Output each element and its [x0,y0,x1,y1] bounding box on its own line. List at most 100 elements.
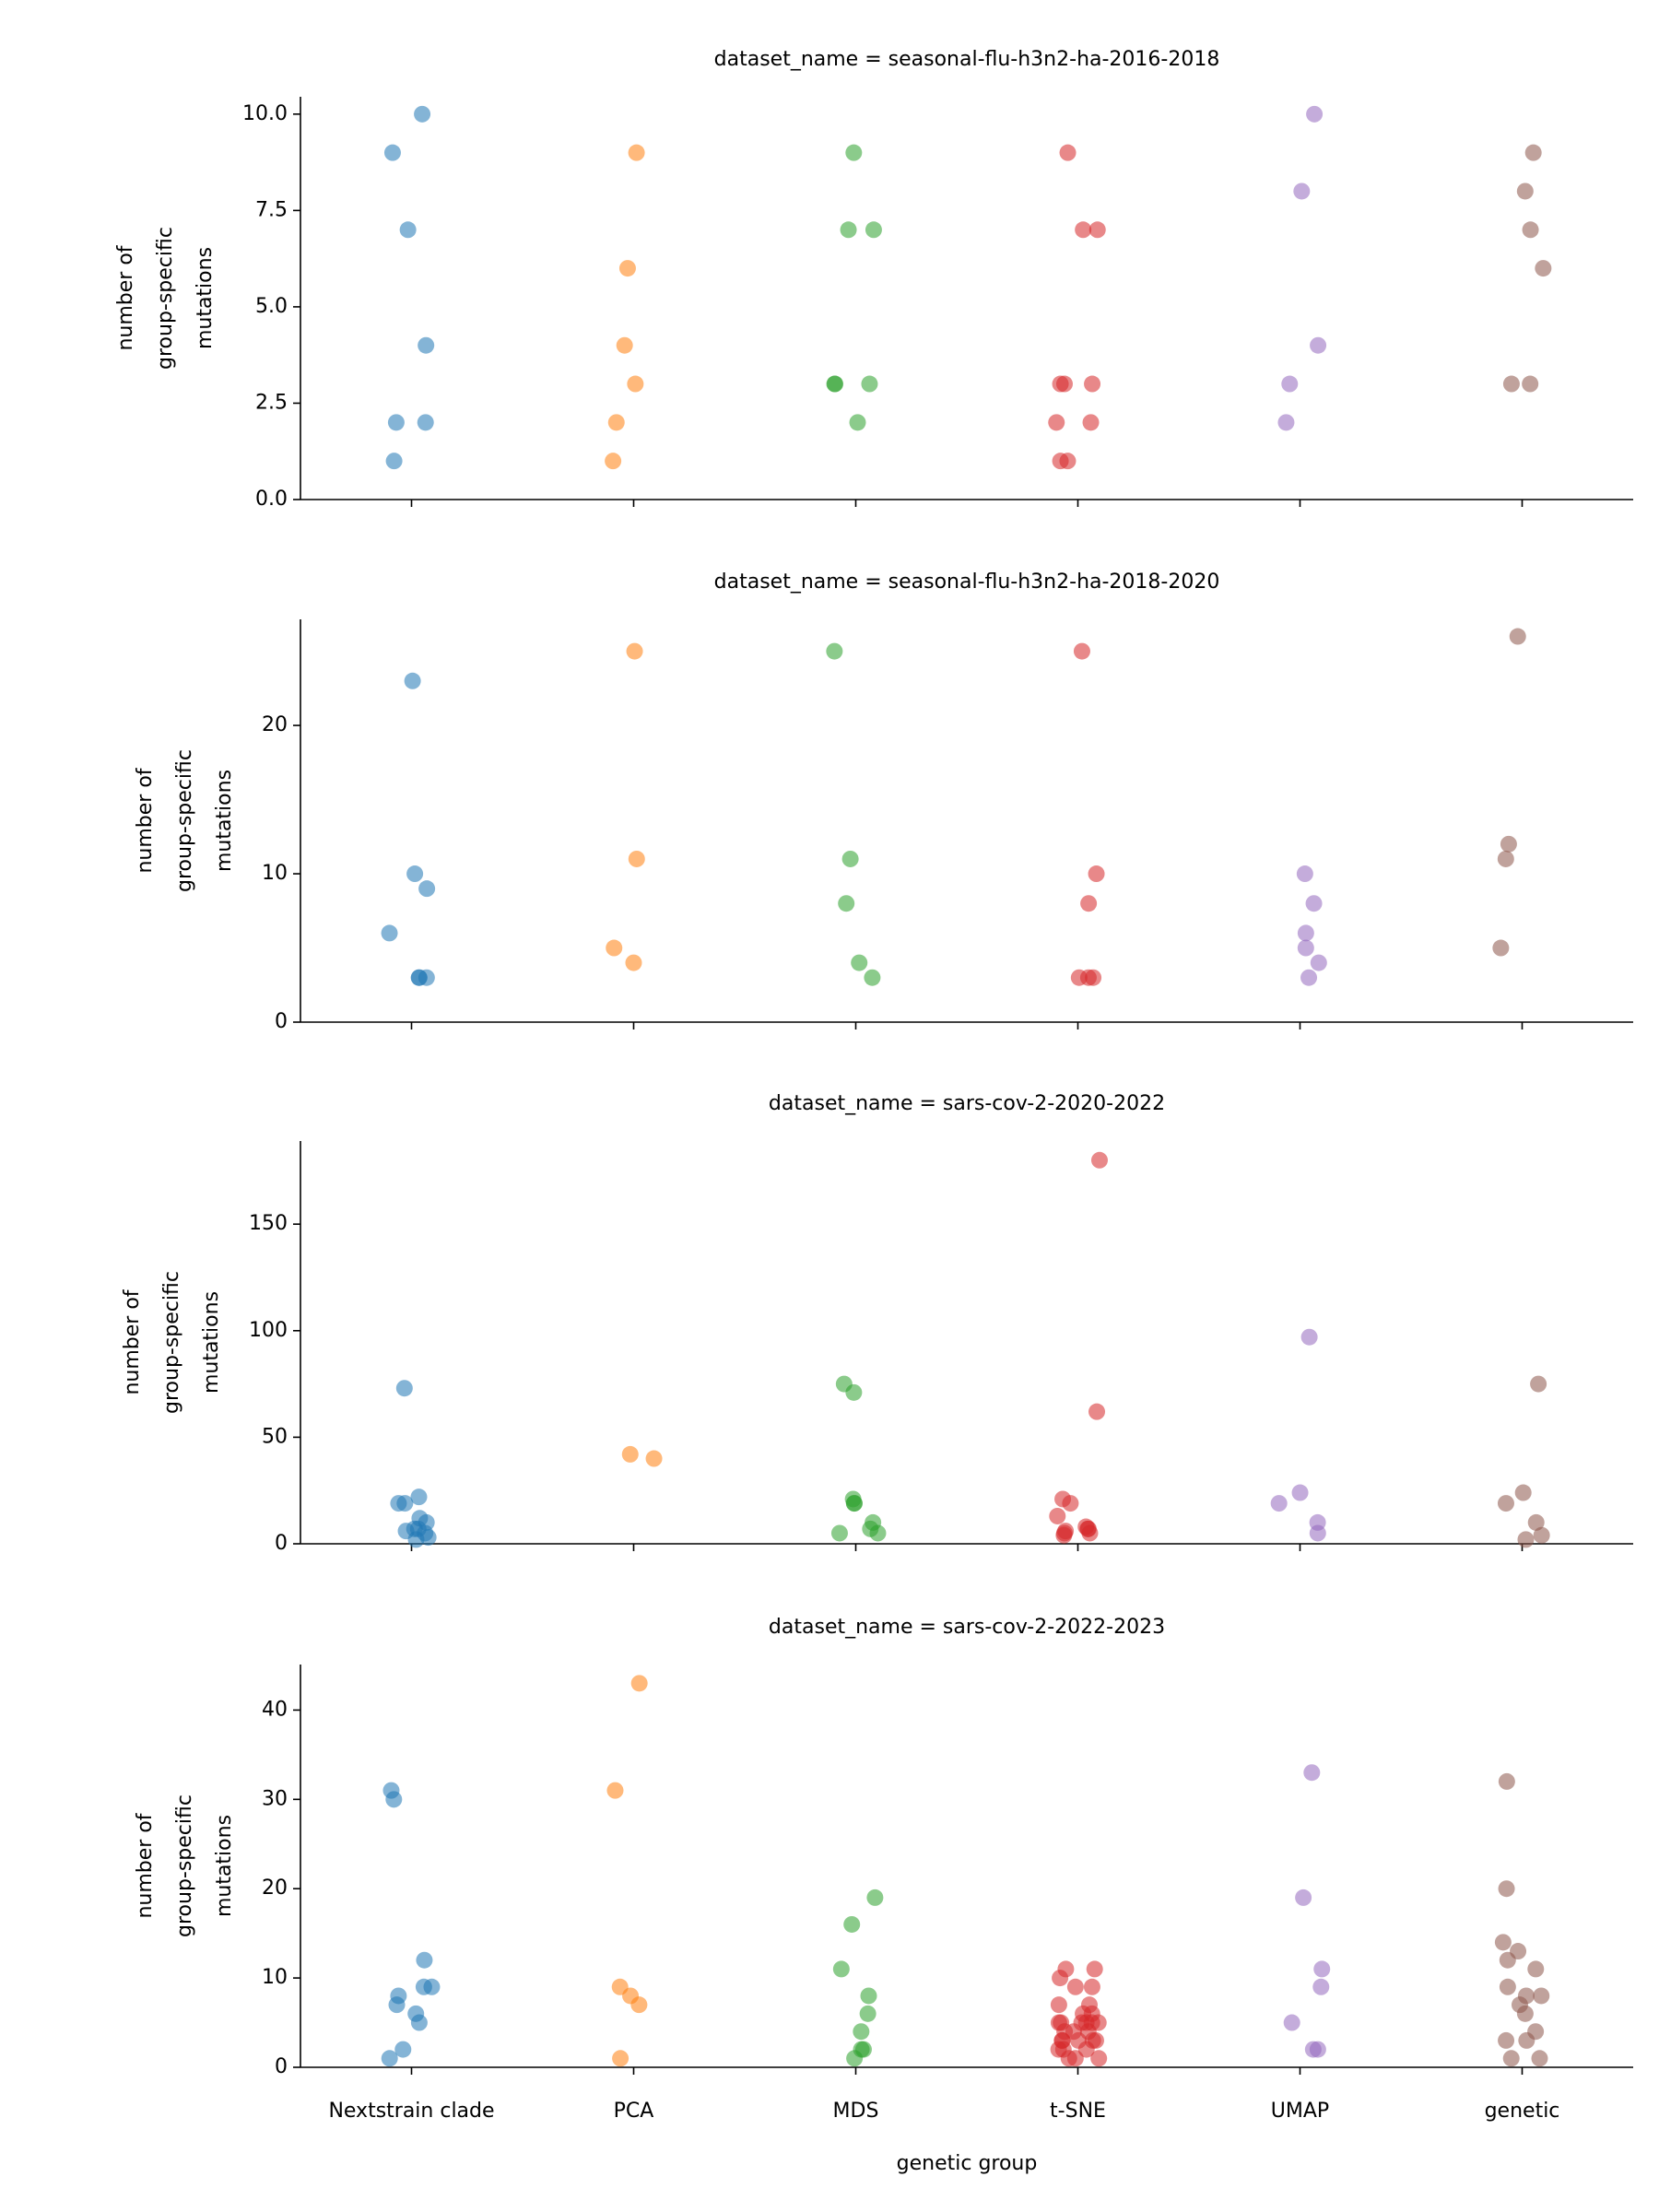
x-tick-label: MDS [833,2100,879,2123]
y-tick-label: 0 [275,2055,288,2078]
point [418,336,435,354]
y-tick-label: 10 [262,1966,288,1989]
point [627,375,644,393]
point [1517,1531,1535,1548]
y-axis-label: mutations [213,770,236,872]
point [395,1380,413,1397]
y-tick-label: 40 [262,1698,288,1721]
y-axis-label: number of [134,1812,157,1918]
point [1090,2050,1108,2067]
point [628,850,645,867]
y-axis-label: mutations [194,247,217,349]
point [416,1951,433,1969]
point [849,414,866,431]
point [626,642,643,660]
point [1497,850,1514,867]
point [1494,1934,1512,1951]
y-tick-label: 2.5 [255,391,288,414]
point [381,924,398,942]
panel-title: dataset_name = seasonal-flu-h3n2-ha-2016… [714,48,1220,71]
point [385,1791,403,1808]
y-tick-label: 20 [262,1877,288,1900]
point [1533,1987,1550,2005]
point [866,1888,884,1906]
point [861,375,878,393]
point [621,1445,639,1463]
point [1297,939,1314,957]
point [1080,895,1098,912]
point [417,414,434,431]
point [605,453,622,470]
point [843,1915,861,1933]
point [838,895,855,912]
point [1310,954,1327,971]
point [1060,2050,1077,2067]
y-axis-label: number of [121,1288,144,1394]
point [388,1996,406,2014]
point [407,1531,425,1548]
y-tick-label: 50 [262,1425,288,1448]
point [1088,1403,1106,1420]
point [1497,1495,1514,1512]
point [869,1524,887,1542]
point [415,1978,432,1995]
point [1062,1495,1079,1512]
y-axis-label: number of [114,244,137,350]
point [1304,2041,1322,2058]
point [840,221,857,239]
point [1522,221,1539,239]
point [1527,1513,1545,1531]
point [1502,2050,1520,2067]
point [1499,1951,1516,1969]
point [1088,221,1106,239]
y-tick-label: 0.0 [255,488,288,511]
point [1514,1484,1532,1501]
point [1083,1978,1100,1995]
point [1516,2005,1534,2022]
point [1281,375,1299,393]
point [628,144,645,161]
y-axis-label: group-specific [173,1794,196,1937]
point [1500,835,1517,853]
point [1300,969,1318,986]
point [1050,1996,1067,2014]
point [1296,865,1313,883]
point [1048,414,1065,431]
point [865,221,882,239]
point [1533,1526,1550,1544]
point [1300,1328,1318,1346]
point [1313,1960,1331,1978]
point [1277,414,1295,431]
y-tick-label: 7.5 [255,198,288,221]
point [1291,1484,1309,1501]
y-axis-label: mutations [213,1815,236,1917]
point [406,865,424,883]
point [851,954,868,971]
y-tick-label: 100 [249,1319,288,1342]
point [1085,969,1102,986]
point [1055,1526,1073,1544]
point [394,2041,412,2058]
point [414,105,431,123]
point [1502,375,1520,393]
panel-title: dataset_name = sars-cov-2-2022-2023 [769,1616,1165,1639]
y-tick-label: 0 [275,1532,288,1555]
point [1086,1960,1103,1978]
point [381,2050,398,2067]
point [1305,895,1323,912]
point [1082,414,1100,431]
point [1073,642,1090,660]
point [1081,1524,1099,1542]
point [625,954,642,971]
y-tick-label: 5.0 [255,295,288,318]
point [1297,924,1314,942]
point [1498,1880,1515,1898]
point [1088,865,1105,883]
point [387,414,405,431]
point [1293,182,1311,200]
point [845,1495,863,1512]
point [630,1996,648,2014]
point [1518,2031,1535,2049]
point [1059,144,1077,161]
